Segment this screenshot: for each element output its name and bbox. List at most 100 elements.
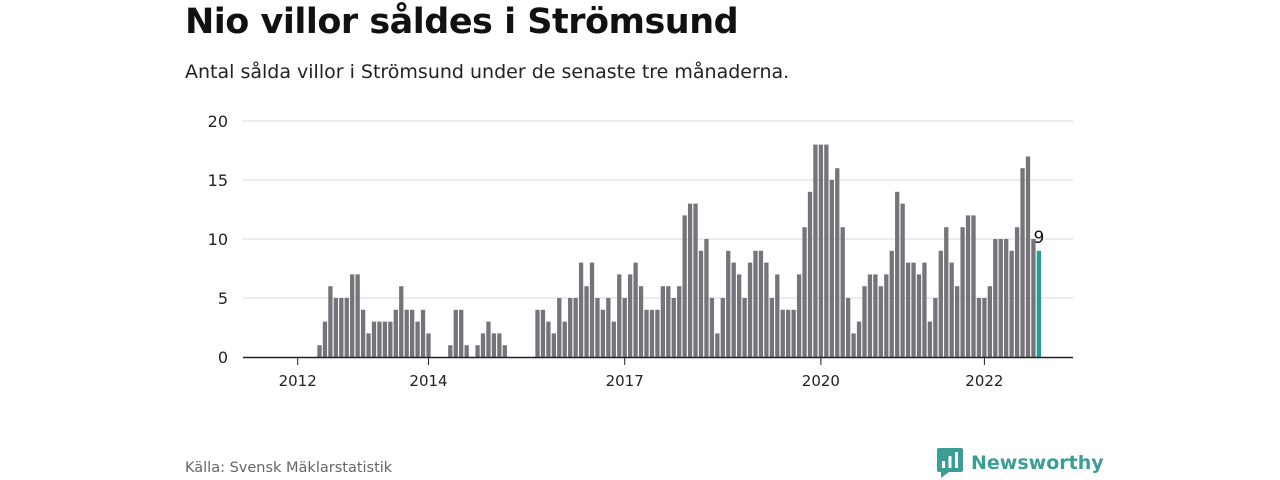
y-tick-label: 0 xyxy=(218,348,228,367)
bar xyxy=(497,333,502,357)
bar xyxy=(927,321,933,357)
bar xyxy=(328,286,333,357)
bar xyxy=(1014,227,1020,357)
bar xyxy=(1020,168,1025,357)
bar xyxy=(955,286,960,357)
bar xyxy=(1025,156,1031,357)
bar xyxy=(655,309,660,357)
bar xyxy=(895,191,900,357)
bar xyxy=(824,144,829,357)
bar xyxy=(982,298,987,357)
bar xyxy=(617,274,622,357)
bar xyxy=(453,309,458,357)
bar xyxy=(987,286,992,357)
bar xyxy=(377,321,382,357)
bar xyxy=(846,298,851,357)
bar xyxy=(666,286,671,357)
bar xyxy=(638,286,644,357)
bar xyxy=(965,215,971,357)
y-tick-label: 5 xyxy=(218,289,228,308)
x-tick-label: 2020 xyxy=(802,372,840,390)
bar xyxy=(366,333,371,357)
newsworthy-logo-icon xyxy=(937,448,963,478)
bar xyxy=(780,309,785,357)
bar xyxy=(709,298,715,357)
bar xyxy=(753,250,758,357)
bar xyxy=(938,250,943,357)
bar xyxy=(633,262,638,357)
bar xyxy=(900,203,905,357)
bar xyxy=(600,309,606,357)
bar xyxy=(867,274,873,357)
latest-value-label: 9 xyxy=(1033,228,1044,248)
bar xyxy=(742,298,747,357)
bar xyxy=(551,333,556,357)
bar xyxy=(922,262,927,357)
bar xyxy=(905,262,911,357)
bar xyxy=(628,274,633,357)
bar xyxy=(775,274,780,357)
bar xyxy=(339,298,344,357)
bar xyxy=(758,250,764,357)
bar xyxy=(737,274,742,357)
bar xyxy=(916,274,922,357)
y-tick-label: 15 xyxy=(208,171,228,190)
bar xyxy=(317,345,322,357)
bar xyxy=(475,345,480,357)
bar xyxy=(671,298,676,357)
bar xyxy=(731,262,736,357)
bar xyxy=(399,286,404,357)
bar xyxy=(884,274,889,357)
bar xyxy=(687,203,693,357)
bar xyxy=(971,215,976,357)
bar xyxy=(747,262,753,357)
bar xyxy=(1004,239,1009,357)
bar xyxy=(448,345,453,357)
bar xyxy=(769,298,774,357)
bar-latest xyxy=(1036,250,1042,357)
bar xyxy=(878,286,883,357)
bar xyxy=(829,180,834,357)
bar xyxy=(960,227,965,357)
bar xyxy=(862,286,867,357)
bar xyxy=(791,309,796,357)
bar xyxy=(491,333,497,357)
bar xyxy=(807,191,813,357)
bar xyxy=(584,286,589,357)
bar xyxy=(322,321,328,357)
bar xyxy=(611,321,616,357)
bar xyxy=(546,321,551,357)
bar-chart: 0 5 10 15 20 9 2012 2014 2017 2020 2022 xyxy=(208,112,1073,390)
bars xyxy=(317,144,1042,357)
y-tick-label: 10 xyxy=(208,230,228,249)
bar xyxy=(355,274,360,357)
bar xyxy=(388,321,393,357)
bar xyxy=(682,215,687,357)
chart-subtitle: Antal sålda villor i Strömsund under de … xyxy=(185,61,790,83)
bar xyxy=(889,250,894,357)
bar xyxy=(404,309,409,357)
bar xyxy=(796,274,802,357)
bar xyxy=(949,262,954,357)
bar xyxy=(562,321,567,357)
bar xyxy=(873,274,878,357)
chart-title: Nio villor såldes i Strömsund xyxy=(185,2,739,42)
x-tick-label: 2022 xyxy=(965,372,1003,390)
newsworthy-logo[interactable]: Newsworthy xyxy=(937,448,1104,478)
bar xyxy=(606,298,611,357)
bar xyxy=(371,321,377,357)
bar xyxy=(333,298,338,357)
bar xyxy=(998,239,1003,357)
bar xyxy=(976,298,982,357)
bar xyxy=(480,333,486,357)
bar xyxy=(360,309,366,357)
bar xyxy=(1031,239,1036,357)
bar xyxy=(911,262,916,357)
bar xyxy=(818,144,824,357)
bar xyxy=(622,298,627,357)
bar xyxy=(344,298,349,357)
bar xyxy=(835,168,840,357)
bar xyxy=(726,250,731,357)
bar xyxy=(1009,250,1014,357)
bar xyxy=(715,333,720,357)
